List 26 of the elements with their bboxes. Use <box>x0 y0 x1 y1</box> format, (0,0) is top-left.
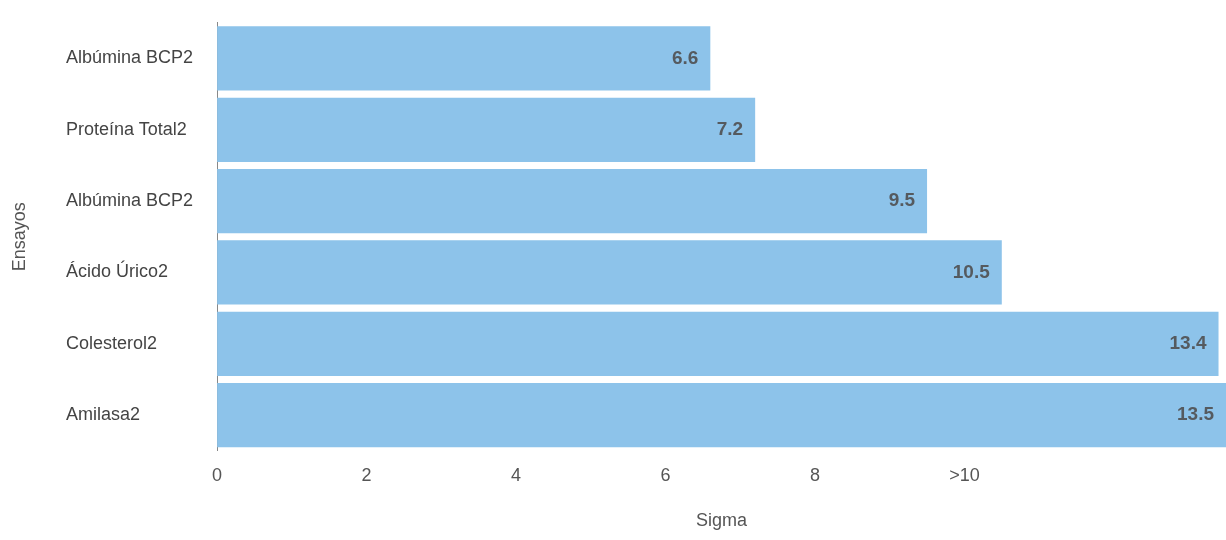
x-tick-label: 2 <box>361 464 372 485</box>
y-tick-label: Colesterol2 <box>66 332 158 353</box>
x-tick-label: 4 <box>511 464 522 485</box>
data-label: 6.6 <box>671 46 699 68</box>
bar <box>217 240 1002 305</box>
data-label: 9.5 <box>888 189 916 211</box>
x-axis-title: Sigma <box>696 510 749 531</box>
x-tick-label: 0 <box>212 464 223 485</box>
y-tick-label: Ácido Úrico2 <box>66 260 169 282</box>
y-axis-title: Ensayos <box>8 202 29 272</box>
bar <box>217 311 1219 376</box>
bar <box>217 169 928 234</box>
data-label: 13.4 <box>1169 332 1207 354</box>
data-label: 13.5 <box>1177 403 1215 425</box>
x-tick-label: 8 <box>809 464 820 485</box>
x-tick-label: 6 <box>660 464 671 485</box>
bar <box>217 26 711 91</box>
bar <box>217 97 756 162</box>
y-tick-label: Albúmina BCP2 <box>66 190 194 211</box>
x-tick-label: >10 <box>949 464 980 485</box>
y-tick-label: Amilasa2 <box>66 404 141 425</box>
y-tick-label: Proteína Total2 <box>66 118 187 139</box>
data-label: 7.2 <box>716 118 744 140</box>
y-tick-label: Albúmina BCP2 <box>66 47 194 68</box>
data-label: 10.5 <box>952 260 991 282</box>
bar <box>217 383 1226 448</box>
